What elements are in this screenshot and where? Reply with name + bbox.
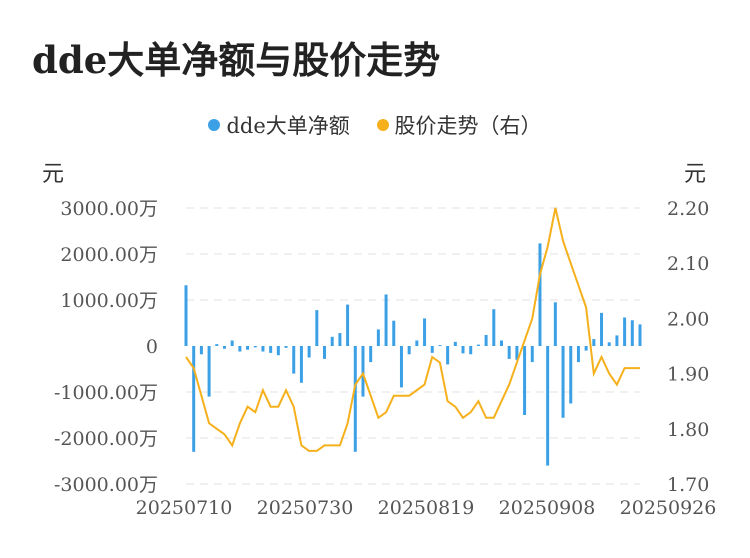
bar [299,346,303,383]
bar [423,318,427,346]
bar [615,335,619,346]
bar [338,333,342,346]
bar [261,346,265,352]
bar [330,336,334,346]
bar [630,320,634,346]
bar [546,346,550,466]
bar [284,346,288,348]
bar [523,346,527,415]
bar [515,346,519,360]
legend: dde大单净额 股价走势（右） [0,110,750,140]
bar [207,346,211,397]
bar [530,346,534,363]
bar [553,302,557,346]
bar [222,346,226,349]
y-left-tick-label: -3000.00万 [54,474,158,496]
bar [469,346,473,355]
bar [569,346,573,404]
bar [192,346,196,452]
bar [184,285,188,346]
bar [607,342,611,346]
x-tick-label: 20250710 [136,497,233,519]
bar [323,346,327,359]
y-right-tick-label: 1.70 [667,474,709,496]
bar [476,344,480,346]
bar [415,340,419,346]
bar [538,243,542,346]
bar [292,346,296,374]
bar [376,329,380,346]
x-tick-label: 20250908 [499,497,596,519]
bar [507,346,511,359]
right-axis-unit: 元 [684,162,707,187]
y-left-tick-label: 2000.00万 [60,244,158,266]
bar [638,324,642,346]
y-left-tick-label: -2000.00万 [54,428,158,450]
legend-bar-swatch [208,119,221,131]
left-axis-unit: 元 [42,162,65,187]
bar [600,312,604,346]
bar [199,346,203,355]
bar [246,346,250,350]
bar [461,346,465,354]
y-left-tick-label: 3000.00万 [60,198,158,220]
y-left-tick-label: 0 [146,336,158,358]
chart-title: dde大单净额与股价走势 [32,38,441,82]
y-left-tick-label: 1000.00万 [60,290,158,312]
bar [276,346,280,356]
bar [438,345,442,347]
bar [407,346,411,355]
bar [623,317,627,346]
bar [576,346,580,363]
bar [269,346,273,353]
bar [399,346,403,388]
price-line [185,207,640,452]
bar [346,304,350,346]
y-right-tick-label: 2.10 [667,253,709,275]
bar [384,294,388,346]
bar [484,334,488,346]
legend-bar-label: dde大单净额 [226,114,350,138]
bar [584,346,588,351]
bar [361,346,365,397]
bar [446,346,450,365]
bar [230,340,234,346]
bar [253,346,257,348]
y-right-tick-label: 1.90 [667,364,709,386]
x-tick-label: 20250926 [620,497,717,519]
x-tick-label: 20250819 [378,497,475,519]
legend-line-swatch [376,119,389,131]
legend-item-line[interactable]: 股价走势（右） [376,110,542,140]
x-tick-label: 20250730 [257,497,354,519]
bar [561,346,565,418]
bar [592,339,596,346]
bar [238,346,242,352]
y-left-tick-label: -1000.00万 [54,382,158,404]
bar [392,320,396,346]
bar [307,346,311,358]
bar [215,344,219,346]
legend-item-bar[interactable]: dde大单净额 [208,110,350,140]
y-right-tick-label: 1.80 [667,419,709,441]
bar [499,340,503,346]
y-right-tick-label: 2.00 [667,308,709,330]
bar [315,310,319,346]
bar [453,341,457,346]
legend-line-label: 股价走势（右） [394,114,542,138]
bar [492,309,496,346]
bar [369,346,373,363]
bar [430,346,434,353]
y-right-tick-label: 2.20 [667,198,709,220]
bar [353,346,357,452]
